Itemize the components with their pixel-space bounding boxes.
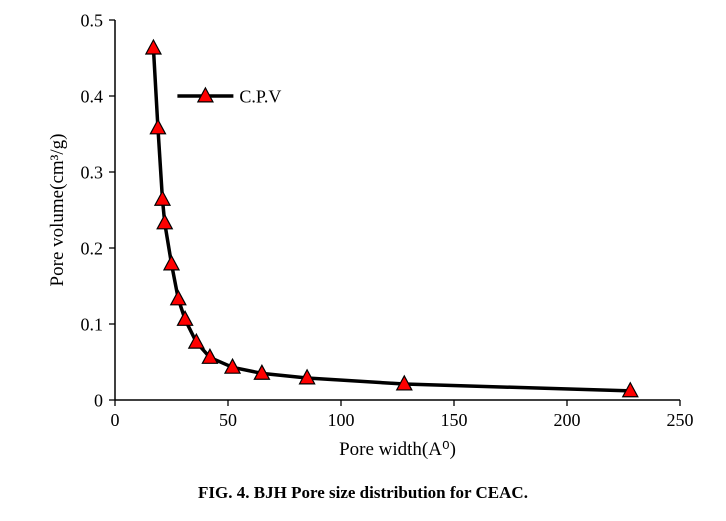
y-tick-label: 0 [94,390,103,410]
legend-label: C.P.V [239,86,281,106]
x-axis-label: Pore width(A⁰) [339,439,456,460]
figure-caption: FIG. 4. BJH Pore size distribution for C… [0,483,726,503]
y-tick-label: 0.2 [81,238,104,258]
figure-container: 0 50 100 150 200 250 0 0.1 0.2 0.3 0.4 0.5 Pore widt… [0,0,726,521]
x-tick-label: 100 [328,410,355,430]
x-tick-label: 250 [667,410,694,430]
x-tick-label: 150 [441,410,468,430]
y-tick-label: 0.1 [81,314,104,334]
x-tick-label: 200 [554,410,581,430]
y-tick-label: 0.3 [81,162,104,182]
y-tick-label: 0.5 [81,10,104,30]
y-tick-label: 0.4 [81,86,104,106]
y-axis-label: Pore volume(cm³/g) [47,134,68,287]
chart-svg: 0 50 100 150 200 250 0 0.1 0.2 0.3 0.4 0.5 Pore widt… [0,0,726,460]
x-tick-label: 0 [111,410,120,430]
x-tick-label: 50 [219,410,237,430]
